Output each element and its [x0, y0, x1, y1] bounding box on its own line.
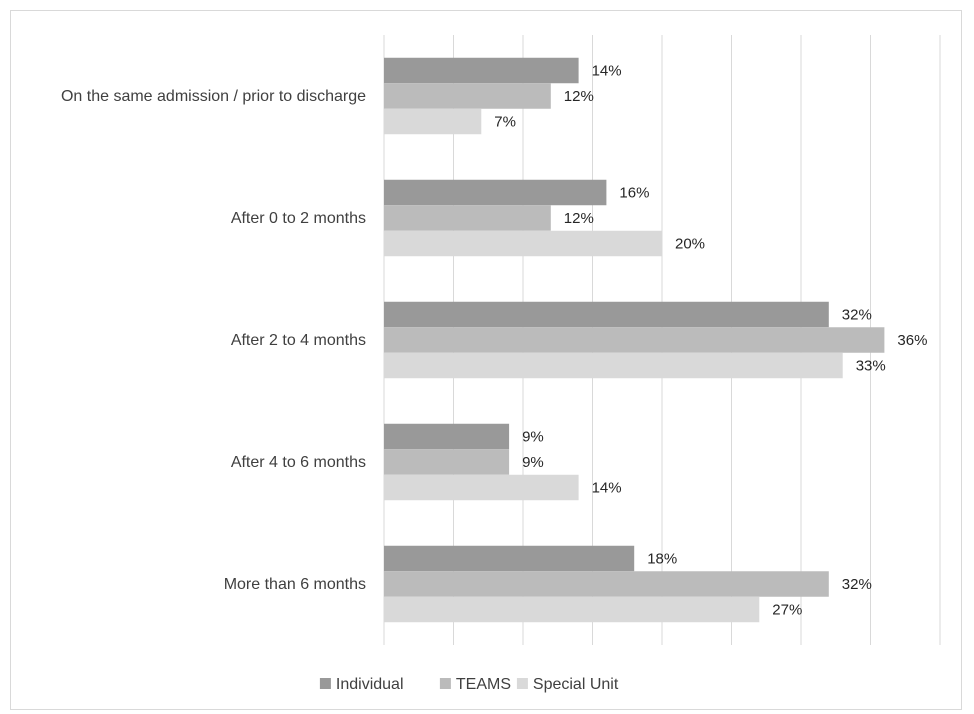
- data-label: 16%: [619, 185, 649, 202]
- data-label: 9%: [522, 429, 544, 446]
- data-label: 9%: [522, 454, 544, 471]
- legend-swatch-individual: [319, 678, 331, 689]
- data-label: 20%: [675, 236, 705, 253]
- legend-label: TEAMS: [456, 676, 511, 693]
- bar-special-unit: [384, 596, 760, 623]
- bar-teams: [384, 327, 885, 353]
- category-label: After 0 to 2 months: [231, 210, 366, 227]
- bar-special-unit: [384, 230, 662, 257]
- bar-teams: [384, 83, 551, 109]
- bar-teams: [384, 449, 510, 475]
- bar-individual: [384, 57, 579, 84]
- data-label: 14%: [592, 63, 622, 80]
- data-label: 27%: [772, 602, 802, 619]
- bar-individual: [384, 301, 829, 328]
- category-label: On the same admission / prior to dischar…: [61, 88, 366, 105]
- legend-swatch-teams: [439, 678, 451, 689]
- bar-individual: [384, 423, 510, 450]
- data-label: 33%: [856, 358, 886, 375]
- legend-label: Special Unit: [533, 676, 619, 693]
- bar-teams: [384, 205, 551, 231]
- bar-special-unit: [384, 352, 843, 379]
- bar-individual: [384, 179, 607, 206]
- data-label: 7%: [494, 114, 516, 131]
- data-label: 36%: [897, 332, 927, 349]
- data-label: 32%: [842, 307, 872, 324]
- category-label: After 4 to 6 months: [231, 454, 366, 471]
- bar-individual: [384, 545, 635, 572]
- data-label: 12%: [564, 210, 594, 227]
- legend-swatch-special-unit: [516, 678, 528, 689]
- data-label: 14%: [592, 480, 622, 497]
- bar-special-unit: [384, 474, 579, 501]
- data-label: 12%: [564, 88, 594, 105]
- data-label: 18%: [647, 551, 677, 568]
- category-label: After 2 to 4 months: [231, 332, 366, 349]
- data-label: 32%: [842, 576, 872, 593]
- bar-teams: [384, 571, 829, 597]
- bar-special-unit: [384, 108, 482, 135]
- category-label: More than 6 months: [224, 576, 366, 593]
- legend-label: Individual: [336, 676, 404, 693]
